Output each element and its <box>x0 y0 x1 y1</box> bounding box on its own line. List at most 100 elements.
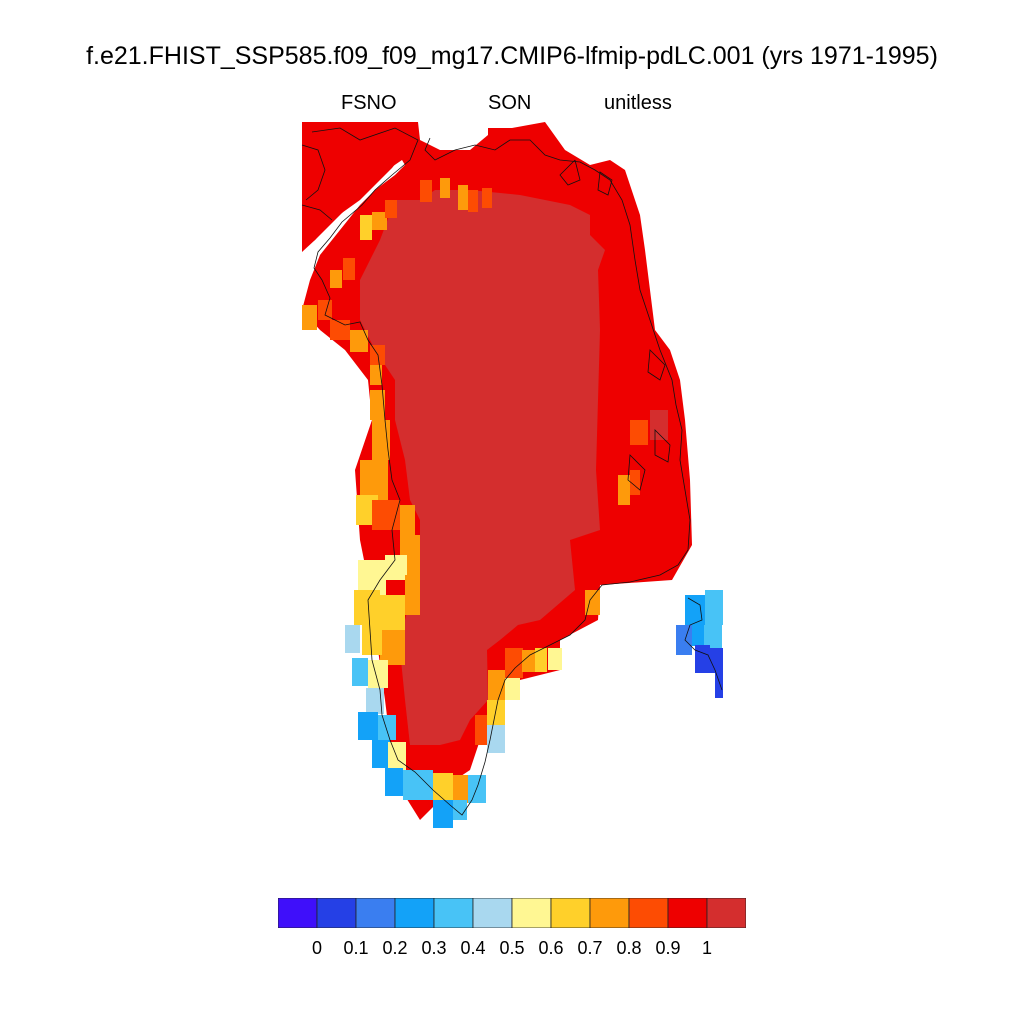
colorbar-swatch <box>550 898 591 928</box>
grid-cell <box>487 725 505 753</box>
grid-cell <box>630 420 648 445</box>
grid-cell <box>440 178 450 198</box>
colorbar-swatch <box>628 898 669 928</box>
colorbar-swatch <box>511 898 552 928</box>
grid-cell <box>372 212 387 230</box>
grid-cell <box>352 658 368 686</box>
grid-cell <box>695 645 710 673</box>
colorbar-tick-label: 1 <box>701 938 713 958</box>
grid-cell <box>358 712 378 740</box>
grid-cell <box>360 460 388 500</box>
coastline-path <box>684 597 723 691</box>
grid-cell <box>420 180 432 202</box>
coastline-path <box>597 171 613 196</box>
grid-cell <box>330 270 342 288</box>
grid-cell <box>302 122 408 252</box>
colorbar-tick-label: 0.9 <box>655 938 681 958</box>
colorbar-swatch <box>433 898 474 928</box>
grid-cell <box>468 190 478 212</box>
grid-cell <box>395 130 420 158</box>
colorbar-tick-label: 0.1 <box>343 938 369 958</box>
grid-cell <box>372 500 400 530</box>
map-title: f.e21.FHIST_SSP585.f09_f09_mg17.CMIP6-lf… <box>86 42 938 70</box>
coastline-path <box>311 127 691 816</box>
grid-cell <box>343 258 355 280</box>
grid-cell <box>372 740 390 768</box>
grid-cell <box>468 775 486 803</box>
grid-cell <box>358 560 386 595</box>
grid-cell <box>378 715 396 740</box>
grid-cell <box>405 575 420 615</box>
grid-cell <box>548 648 562 670</box>
grid-cell <box>350 330 368 352</box>
grid-cell <box>360 190 605 745</box>
colorbar-tick-label: 0.2 <box>382 938 408 958</box>
grid-cell <box>522 650 537 672</box>
grid-cell <box>385 200 397 218</box>
colorbar-swatch <box>667 898 708 928</box>
grid-cell <box>370 365 382 385</box>
grid-cell <box>360 215 372 240</box>
grid-cell <box>710 648 723 673</box>
coastline-path <box>627 454 646 491</box>
grid-cell <box>487 700 505 725</box>
colorbar-tick-label: 0.8 <box>616 938 642 958</box>
grid-cell <box>400 505 415 535</box>
data-field <box>302 122 723 828</box>
season-label: SON <box>488 92 532 114</box>
grid-cell <box>585 590 600 615</box>
grid-cell <box>453 800 467 820</box>
colorbar-swatch <box>316 898 357 928</box>
colorbar-tick-label: 0.7 <box>577 938 603 958</box>
grid-cell <box>475 715 487 745</box>
grid-cell <box>433 800 453 828</box>
grid-cell <box>302 305 317 330</box>
coastline-path <box>654 429 671 463</box>
colorbar-swatch <box>394 898 435 928</box>
colorbar-tick-label: 0.5 <box>499 938 525 958</box>
coastline <box>301 127 723 816</box>
grid-cell <box>453 775 468 803</box>
grid-cell <box>505 678 520 700</box>
coastline-path <box>301 144 326 201</box>
colorbar-swatch <box>278 898 318 928</box>
grid-cell <box>676 625 692 655</box>
grid-cell <box>380 630 405 665</box>
grid-cell <box>535 648 547 672</box>
grid-cell <box>600 290 610 320</box>
grid-cell <box>385 555 407 580</box>
grid-cell <box>368 660 388 688</box>
grid-cell <box>692 618 704 646</box>
grid-cell <box>433 773 453 803</box>
grid-cell <box>458 185 468 210</box>
grid-cell <box>330 320 350 340</box>
grid-cell <box>618 475 630 505</box>
grid-cell <box>362 625 382 655</box>
units-label: unitless <box>604 92 672 114</box>
grid-cell <box>630 470 640 495</box>
grid-cell <box>372 420 390 460</box>
coastline-path <box>559 159 581 186</box>
variable-label: FSNO <box>341 92 397 114</box>
grid-cell <box>650 410 668 440</box>
grid-cell <box>385 768 403 796</box>
grid-cell <box>705 590 723 625</box>
colorbar-tick-label: 0.4 <box>460 938 486 958</box>
grid-cell <box>370 345 385 365</box>
grid-cell <box>370 390 385 420</box>
grid-cell <box>345 625 360 653</box>
colorbar-swatch <box>589 898 630 928</box>
grid-cell <box>370 595 405 630</box>
coastline-path <box>647 349 666 381</box>
colorbar-tick-label: 0 <box>311 938 323 958</box>
grid-cell <box>715 670 723 698</box>
grid-cell <box>505 648 523 678</box>
colorbar-swatch <box>472 898 513 928</box>
grid-cell <box>488 670 506 700</box>
colorbar <box>278 898 746 928</box>
colorbar-swatch <box>355 898 396 928</box>
colorbar-swatch <box>706 898 746 928</box>
grid-cell <box>482 188 492 208</box>
grid-cell <box>366 688 384 714</box>
